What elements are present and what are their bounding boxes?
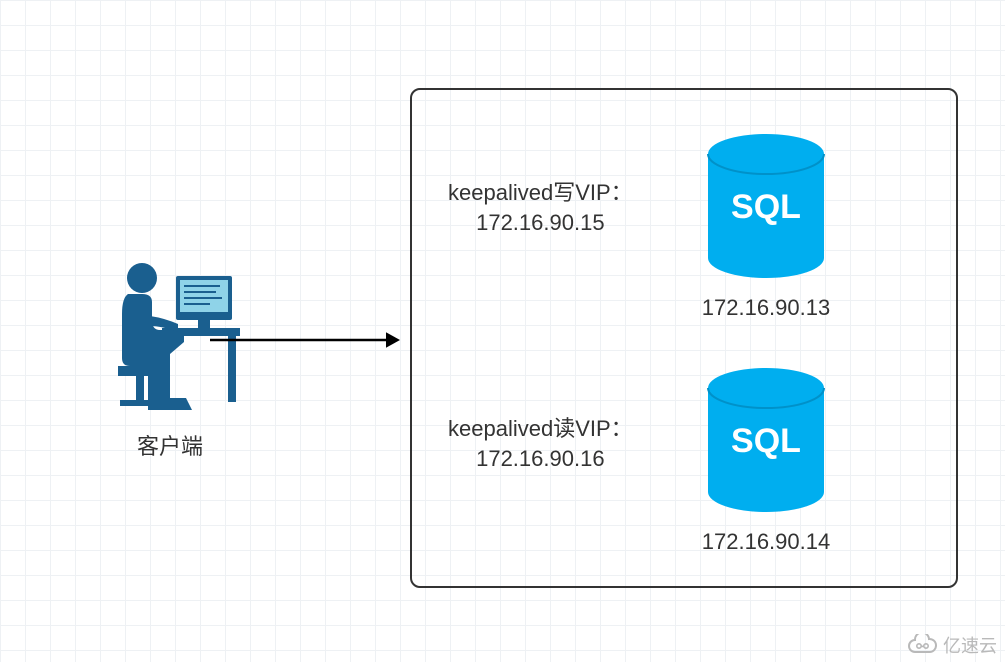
watermark-cloud-icon: [907, 634, 937, 656]
vip-write-ip: 172.16.90.15: [476, 210, 604, 235]
vip-write-line1: keepalived写VIP：: [448, 180, 633, 205]
client-node: 客户端: [100, 258, 240, 461]
sql-text: SQL: [731, 188, 801, 226]
vip-read-label: keepalived读VIP： 172.16.90.16: [448, 414, 633, 473]
watermark: 亿速云: [907, 632, 997, 658]
vip-read-ip: 172.16.90.16: [476, 446, 604, 471]
sql-node-replica: SQL 172.16.90.14: [700, 366, 832, 555]
sql-database-icon: SQL: [700, 132, 832, 280]
sql-primary-ip: 172.16.90.13: [700, 295, 832, 321]
sql-replica-ip: 172.16.90.14: [700, 529, 832, 555]
arrow-client-to-servers: [210, 326, 414, 354]
vip-write-label: keepalived写VIP： 172.16.90.15: [448, 178, 633, 237]
server-group-box: [410, 88, 958, 588]
client-label: 客户端: [100, 429, 240, 461]
sql-node-primary: SQL 172.16.90.13: [700, 132, 832, 321]
vip-read-line1: keepalived读VIP：: [448, 416, 633, 441]
watermark-text: 亿速云: [943, 632, 997, 658]
sql-database-icon: SQL: [700, 366, 832, 514]
diagram-canvas: 客户端 keepalived写VIP： 172.16.90.15 keepali…: [0, 0, 1005, 662]
sql-text: SQL: [731, 422, 801, 460]
